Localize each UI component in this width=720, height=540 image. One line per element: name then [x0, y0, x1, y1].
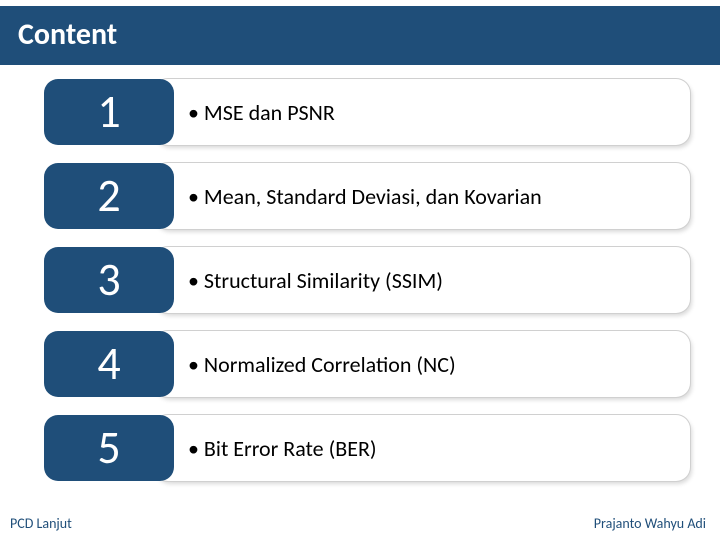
item-number: 5: [97, 420, 120, 476]
list-item: 4 • Normalized Correlation (NC): [44, 331, 690, 397]
item-label-pill: • Mean, Standard Deviasi, dan Kovarian: [154, 163, 690, 229]
item-number-badge: 1: [44, 79, 174, 145]
list-item: 3 • Structural Similarity (SSIM): [44, 247, 690, 313]
item-label: • Mean, Standard Deviasi, dan Kovarian: [188, 183, 542, 210]
item-number: 4: [97, 336, 120, 392]
item-label: • MSE dan PSNR: [188, 99, 335, 126]
item-label: • Bit Error Rate (BER): [188, 435, 377, 462]
item-number-badge: 4: [44, 331, 174, 397]
footer-right: Prajanto Wahyu Adi: [594, 515, 706, 532]
page-title: Content: [18, 16, 117, 53]
slide: Content 1 • MSE dan PSNR 2 • Mean, Stand…: [0, 0, 720, 540]
item-number-badge: 5: [44, 415, 174, 481]
list-item: 1 • MSE dan PSNR: [44, 79, 690, 145]
footer-left: PCD Lanjut: [10, 515, 72, 532]
item-number: 1: [97, 84, 120, 140]
item-label-pill: • MSE dan PSNR: [154, 79, 690, 145]
item-number-badge: 3: [44, 247, 174, 313]
item-label-pill: • Normalized Correlation (NC): [154, 331, 690, 397]
title-bar: Content: [0, 0, 720, 65]
item-label: • Normalized Correlation (NC): [188, 351, 456, 378]
item-number-badge: 2: [44, 163, 174, 229]
item-label-pill: • Structural Similarity (SSIM): [154, 247, 690, 313]
item-label: • Structural Similarity (SSIM): [188, 267, 443, 294]
content-list: 1 • MSE dan PSNR 2 • Mean, Standard Devi…: [0, 65, 720, 481]
list-item: 2 • Mean, Standard Deviasi, dan Kovarian: [44, 163, 690, 229]
list-item: 5 • Bit Error Rate (BER): [44, 415, 690, 481]
item-number: 2: [97, 168, 120, 224]
item-number: 3: [97, 252, 120, 308]
footer: PCD Lanjut Prajanto Wahyu Adi: [0, 509, 720, 540]
item-label-pill: • Bit Error Rate (BER): [154, 415, 690, 481]
